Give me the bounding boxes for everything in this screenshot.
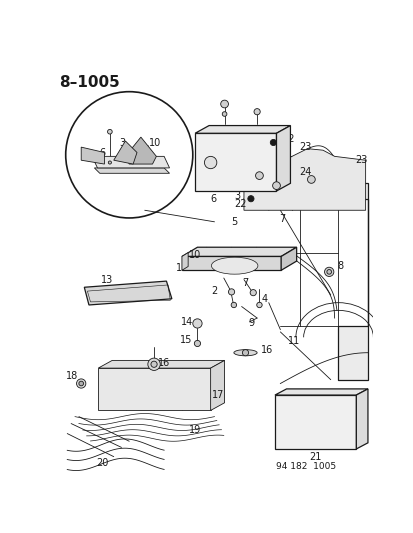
Text: 21: 21 [309,451,320,462]
Polygon shape [274,389,367,395]
Circle shape [222,112,226,116]
Text: 8: 8 [337,261,343,271]
Circle shape [256,302,261,308]
Text: 8–1005: 8–1005 [59,75,120,90]
Text: 1: 1 [176,263,181,273]
Polygon shape [181,256,280,270]
Polygon shape [98,360,224,368]
Polygon shape [356,389,367,449]
Text: 23: 23 [229,180,241,190]
Ellipse shape [233,350,256,356]
Circle shape [307,175,314,183]
Text: 18: 18 [66,371,78,381]
Text: 94 182  1005: 94 182 1005 [276,462,336,471]
Circle shape [272,182,280,189]
Circle shape [220,100,228,108]
Text: 24: 24 [298,167,311,177]
Circle shape [326,270,331,274]
Text: 15: 15 [180,335,192,345]
Text: 16: 16 [261,345,273,356]
Ellipse shape [211,257,257,274]
Text: 23: 23 [236,156,249,166]
Circle shape [79,381,83,386]
Circle shape [147,358,160,370]
Text: 10: 10 [189,250,201,260]
Text: 6: 6 [209,193,216,204]
Circle shape [324,267,333,277]
Circle shape [151,361,157,367]
Text: 10: 10 [148,138,161,148]
Text: 11: 11 [287,336,300,346]
Circle shape [255,172,263,180]
Text: 22: 22 [282,134,294,144]
Circle shape [192,319,202,328]
Polygon shape [195,126,290,133]
Text: 19: 19 [189,425,201,435]
Polygon shape [84,281,171,305]
Circle shape [107,130,112,134]
Circle shape [247,196,254,202]
Circle shape [228,289,234,295]
Polygon shape [280,183,367,379]
Polygon shape [195,133,276,191]
Text: 3: 3 [234,191,240,200]
Polygon shape [98,368,210,410]
Text: 23: 23 [298,142,311,152]
Circle shape [76,379,85,388]
Circle shape [108,161,111,164]
Polygon shape [92,156,169,168]
Polygon shape [274,395,356,449]
Circle shape [270,140,276,146]
Polygon shape [94,168,169,173]
Circle shape [242,350,248,356]
Circle shape [204,156,216,168]
Text: 6: 6 [99,148,105,158]
Text: 2: 2 [211,286,217,296]
Text: 16: 16 [158,358,170,368]
Text: 4: 4 [261,294,267,304]
Polygon shape [210,360,224,410]
Polygon shape [181,247,296,256]
Circle shape [230,302,236,308]
Text: 23: 23 [355,155,367,165]
Text: 7: 7 [242,278,248,288]
Polygon shape [114,141,137,164]
Polygon shape [243,149,365,210]
Circle shape [66,92,192,218]
Text: 17: 17 [212,390,224,400]
Text: 3: 3 [119,138,125,148]
Text: 5: 5 [230,217,236,227]
Text: 14: 14 [180,317,192,327]
Polygon shape [81,147,104,164]
Polygon shape [276,126,290,191]
Text: 12: 12 [338,184,350,195]
Text: 20: 20 [96,458,108,468]
Text: 22: 22 [234,199,247,209]
Polygon shape [181,253,188,270]
Text: 7: 7 [278,214,285,224]
Circle shape [194,341,200,346]
Circle shape [249,289,256,296]
Circle shape [254,109,260,115]
Polygon shape [280,247,296,270]
Polygon shape [125,137,156,164]
Text: 13: 13 [101,274,114,285]
Text: 9: 9 [248,318,254,328]
